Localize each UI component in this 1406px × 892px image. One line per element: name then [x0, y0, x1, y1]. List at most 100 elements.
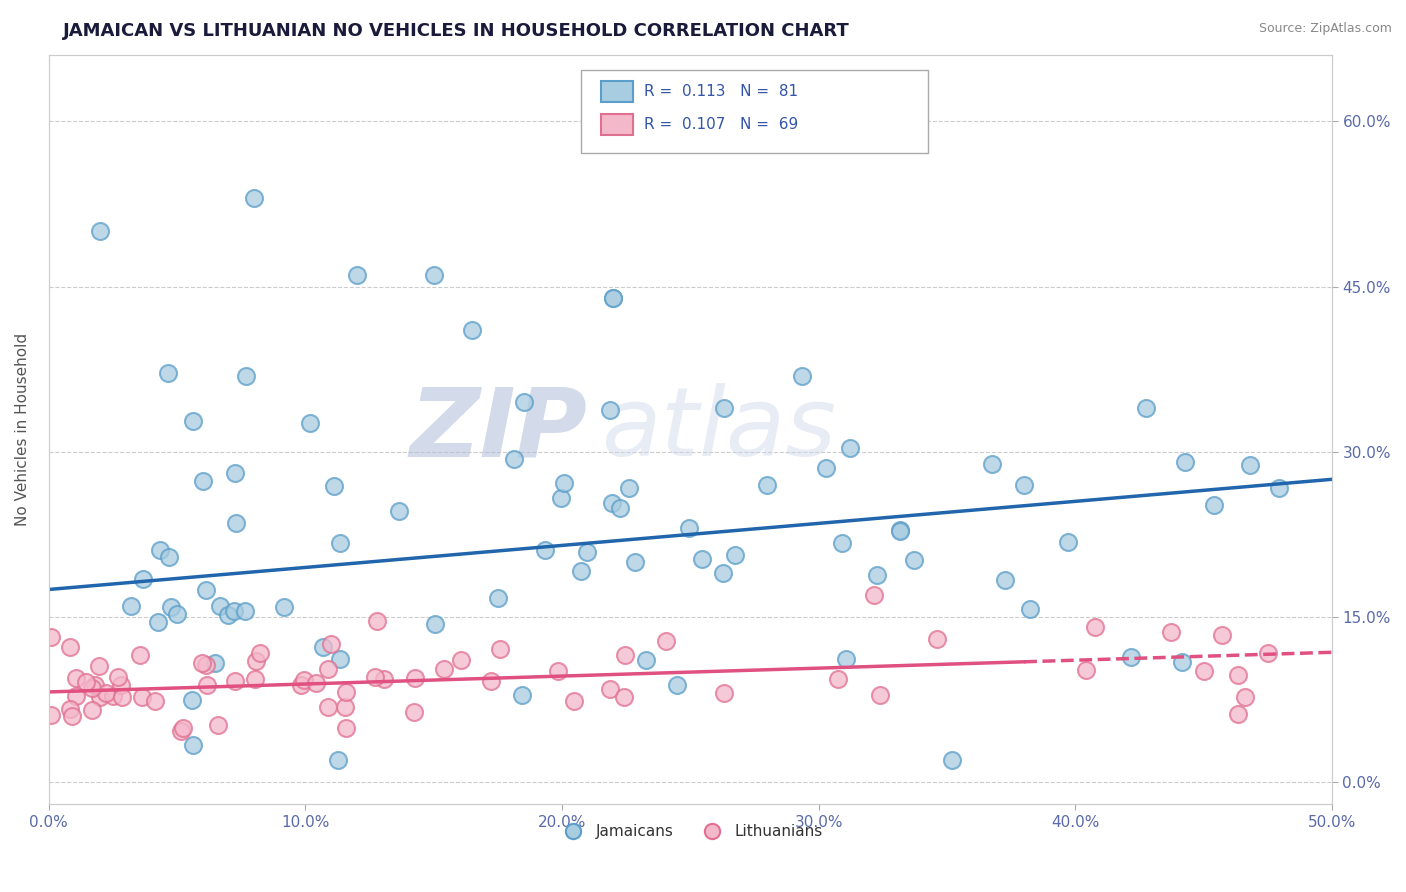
- Point: [207, 718, 229, 732]
- Point: [402, 705, 425, 719]
- Text: R =  0.107   N =  69: R = 0.107 N = 69: [644, 117, 799, 131]
- Point: [1204, 498, 1226, 512]
- Point: [373, 672, 395, 686]
- Point: [1257, 646, 1279, 660]
- Point: [756, 478, 779, 492]
- Point: [1227, 668, 1250, 682]
- Legend: Jamaicans, Lithuanians: Jamaicans, Lithuanians: [551, 818, 830, 846]
- Point: [831, 536, 853, 550]
- Point: [614, 648, 637, 663]
- Point: [89, 690, 111, 704]
- Point: [513, 395, 536, 409]
- Point: [183, 414, 205, 428]
- Text: Source: ZipAtlas.com: Source: ZipAtlas.com: [1258, 22, 1392, 36]
- Point: [87, 659, 110, 673]
- Point: [107, 670, 129, 684]
- Bar: [600, 114, 633, 136]
- Point: [60, 709, 83, 723]
- Point: [333, 700, 356, 714]
- Point: [599, 682, 621, 697]
- Point: [576, 545, 599, 559]
- Point: [316, 699, 339, 714]
- Point: [146, 615, 169, 629]
- Point: [1160, 625, 1182, 640]
- Point: [602, 291, 624, 305]
- Point: [889, 523, 911, 537]
- Point: [613, 690, 636, 705]
- Point: [235, 369, 257, 384]
- Point: [863, 588, 886, 602]
- Point: [94, 686, 117, 700]
- Point: [366, 615, 388, 629]
- Point: [208, 599, 231, 613]
- Point: [724, 548, 747, 562]
- Point: [89, 224, 111, 238]
- Point: [243, 191, 266, 205]
- Point: [326, 753, 349, 767]
- Point: [1119, 649, 1142, 664]
- Point: [617, 481, 640, 495]
- Point: [120, 599, 142, 613]
- Point: [166, 607, 188, 621]
- Point: [1084, 620, 1107, 634]
- Point: [423, 616, 446, 631]
- Point: [792, 369, 814, 384]
- Point: [101, 689, 124, 703]
- Point: [249, 646, 271, 660]
- Point: [84, 678, 107, 692]
- Point: [678, 521, 700, 535]
- Point: [156, 366, 179, 380]
- Point: [233, 604, 256, 618]
- Point: [602, 291, 624, 305]
- Text: ZIP: ZIP: [411, 384, 588, 476]
- Point: [450, 653, 472, 667]
- Point: [75, 674, 97, 689]
- Point: [993, 573, 1015, 587]
- Point: [316, 662, 339, 676]
- Point: [553, 476, 575, 491]
- Point: [550, 491, 572, 505]
- Point: [1194, 665, 1216, 679]
- Point: [80, 703, 103, 717]
- Point: [110, 690, 132, 705]
- Point: [323, 479, 346, 493]
- Point: [479, 673, 502, 688]
- Text: JAMAICAN VS LITHUANIAN NO VEHICLES IN HOUSEHOLD CORRELATION CHART: JAMAICAN VS LITHUANIAN NO VEHICLES IN HO…: [63, 22, 851, 40]
- Point: [503, 452, 526, 467]
- Point: [224, 466, 246, 480]
- Point: [624, 555, 647, 569]
- Point: [713, 685, 735, 699]
- Point: [547, 664, 569, 678]
- Point: [273, 599, 295, 614]
- Point: [39, 708, 62, 723]
- Point: [827, 672, 849, 686]
- Point: [889, 524, 911, 539]
- Point: [172, 721, 194, 735]
- Point: [1135, 401, 1157, 415]
- Point: [224, 674, 246, 689]
- Point: [59, 702, 82, 716]
- Point: [59, 640, 82, 654]
- Point: [329, 536, 352, 550]
- Point: [486, 591, 509, 606]
- Point: [422, 268, 444, 283]
- Point: [131, 690, 153, 705]
- Point: [110, 678, 132, 692]
- Point: [299, 416, 322, 430]
- Point: [217, 607, 239, 622]
- Point: [195, 678, 218, 692]
- Point: [181, 738, 204, 752]
- Point: [1234, 690, 1257, 704]
- Point: [1057, 534, 1080, 549]
- Point: [65, 671, 87, 685]
- Point: [869, 688, 891, 702]
- Point: [1268, 481, 1291, 495]
- Point: [224, 604, 246, 618]
- Point: [245, 654, 267, 668]
- Point: [195, 583, 218, 598]
- Point: [404, 672, 426, 686]
- Point: [335, 684, 357, 698]
- Point: [319, 637, 342, 651]
- Point: [1227, 707, 1250, 722]
- Point: [569, 564, 592, 578]
